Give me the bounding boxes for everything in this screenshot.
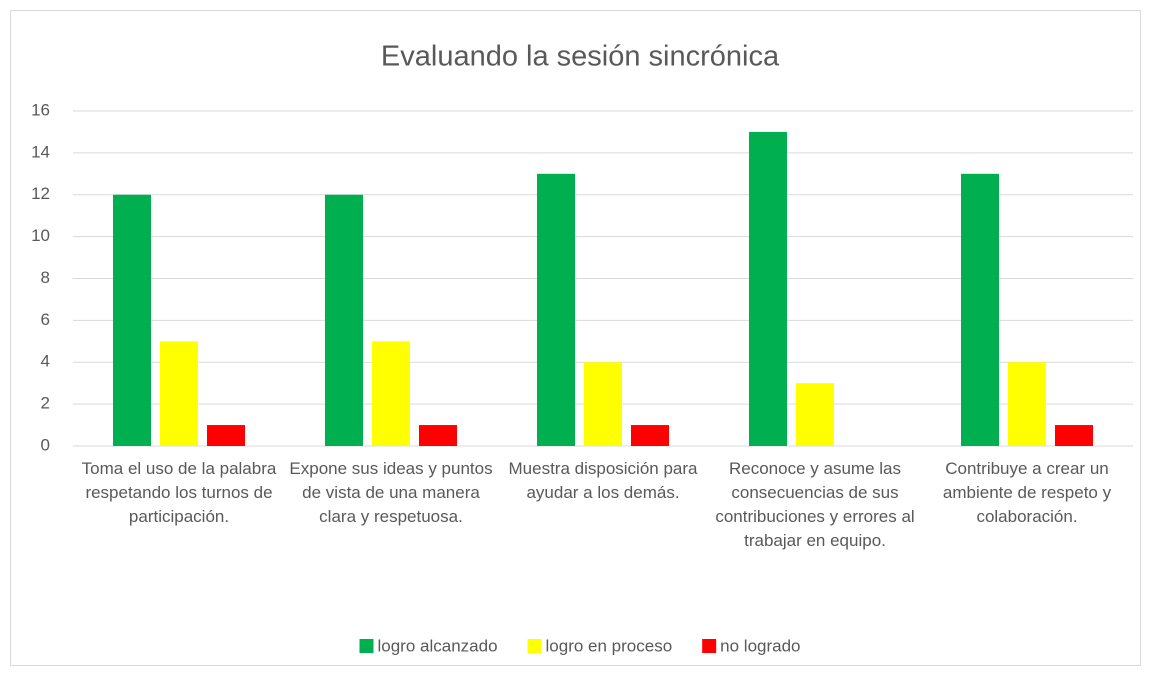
bar: [796, 383, 834, 446]
bar: [160, 341, 198, 446]
bar: [113, 194, 151, 446]
bar: [961, 173, 999, 446]
x-tick-line: de vista de una manera: [302, 483, 480, 502]
legend-swatch: [527, 639, 542, 653]
bar: [419, 425, 457, 446]
x-tick-line: Contribuye a crear un: [945, 459, 1108, 478]
x-tick-line: trabajar en equipo.: [744, 531, 886, 550]
x-tick-label: Contribuye a crear un ambiente de respeto…: [943, 459, 1112, 526]
bar: [537, 173, 575, 446]
x-tick-line: contribuciones y errores al: [715, 507, 914, 526]
x-tick-line: Muestra disposición para: [509, 459, 699, 478]
x-tick-line: participación.: [129, 507, 229, 526]
legend-swatch: [702, 639, 717, 653]
x-tick-line: ayudar a los demás.: [526, 483, 679, 502]
bar: [325, 194, 363, 446]
legend-swatch: [359, 639, 374, 653]
chart-title: Evaluando la sesión sincrónica: [381, 41, 780, 73]
legend: logro alcanzado logro en proceso no lograd…: [359, 636, 801, 655]
legend-label: logro en proceso: [546, 636, 673, 655]
x-tick-line: consecuencias de sus: [731, 483, 898, 502]
y-tick-label: 14: [31, 142, 50, 161]
y-tick-label: 8: [41, 268, 50, 287]
y-tick-label: 4: [41, 352, 50, 371]
x-tick-line: colaboración.: [976, 507, 1077, 526]
bar: [207, 425, 245, 446]
y-tick-label: 16: [31, 100, 50, 119]
legend-label: logro alcanzado: [377, 636, 497, 655]
y-tick-label: 2: [41, 394, 50, 413]
legend-label: no logrado: [720, 636, 800, 655]
y-tick-label: 10: [31, 226, 50, 245]
x-tick-label: Expone sus ideas y puntos de vista de una…: [289, 459, 492, 526]
x-tick-label: Toma el uso de la palabra respetando los …: [82, 459, 277, 526]
bar: [631, 425, 669, 446]
bar: [584, 362, 622, 446]
x-tick-label: Muestra disposición para ayudar a los dem…: [509, 459, 699, 502]
bar: [372, 341, 410, 446]
chart-border: [10, 10, 1141, 666]
y-tick-label: 0: [41, 435, 50, 454]
x-tick-line: Reconoce y asume las: [729, 459, 901, 478]
x-tick-label: Reconoce y asume las consecuencias de sus…: [715, 459, 914, 550]
x-tick-line: Expone sus ideas y puntos: [289, 459, 492, 478]
x-tick-line: ambiente de respeto y: [943, 483, 1112, 502]
x-tick-line: respetando los turnos de: [85, 483, 272, 502]
bar: [1055, 425, 1093, 446]
bar: [749, 131, 787, 446]
y-tick-label: 12: [31, 184, 50, 203]
x-tick-line: Toma el uso de la palabra: [82, 459, 277, 478]
bar: [1008, 362, 1046, 446]
x-tick-line: clara y respetuosa.: [319, 507, 463, 526]
y-tick-label: 6: [41, 310, 50, 329]
